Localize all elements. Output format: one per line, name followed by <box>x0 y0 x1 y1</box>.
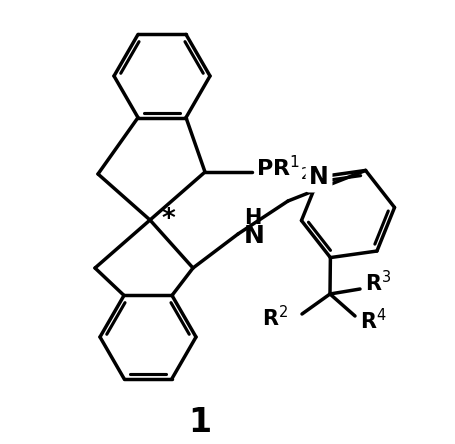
Text: R$^3$: R$^3$ <box>365 270 391 296</box>
Text: N: N <box>244 224 265 248</box>
Text: PR$^1$$_2$: PR$^1$$_2$ <box>256 154 311 182</box>
Text: H: H <box>244 208 261 228</box>
Text: R$^4$: R$^4$ <box>360 309 387 333</box>
Text: N: N <box>309 165 329 189</box>
Text: *: * <box>161 207 175 233</box>
Text: R$^2$: R$^2$ <box>262 305 288 331</box>
Text: 1: 1 <box>188 405 212 439</box>
